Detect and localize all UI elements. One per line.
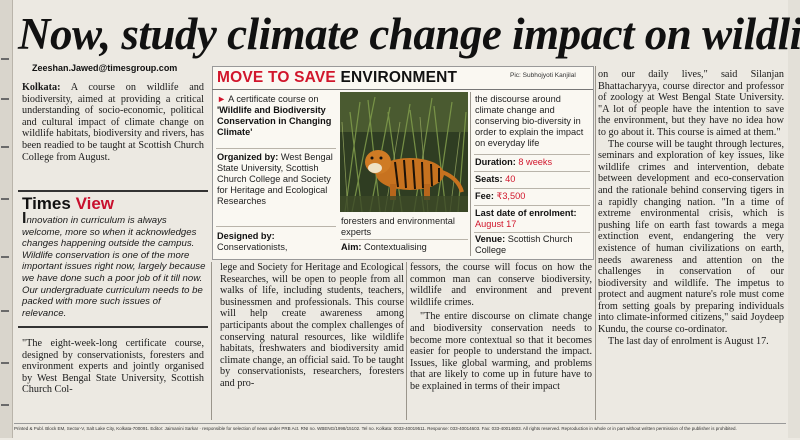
box-aim: Aim: Contextualising [341,242,427,252]
box-venue: Venue: Scottish Church College [475,234,573,255]
box-divider [474,205,590,206]
arrow-icon: ► [217,94,227,104]
box-aim-cont: the discourse around climate change and … [475,94,584,148]
box-divider [340,239,468,240]
box-divider [216,226,336,227]
photo-credit: Pic: Subhojyoti Kanjilal [510,72,576,79]
intro-text: A course on wildlife and biodiversity, a… [22,82,204,163]
dateline: Kolkata: [22,82,61,93]
right-page-edge [788,0,800,438]
column-rule [211,262,212,420]
box-organized-by: Organized by: West Bengal State Universi… [217,152,333,206]
times-view-title: Times View [22,194,114,213]
box-designed-cont: foresters and environmental experts [341,216,455,237]
box-fee: Fee: ₹3,500 [475,191,526,201]
column-rule [406,262,407,420]
box-title-rule [212,89,593,90]
article-column-3: fessors, the course will focus on how th… [410,262,592,392]
times-view-text: Innovation in curriculum is always welco… [22,210,206,319]
times-view-top-rule [18,190,208,192]
box-divider [216,148,336,149]
tiger-photo [340,92,468,212]
box-divider [474,232,590,233]
byline: Zeeshan.Jawed@timesgroup.com [32,63,178,73]
times-view-bottom-rule [18,326,208,328]
box-intro: ► A certificate course on 'Wildlife and … [217,94,332,137]
article-column-4: on our daily lives," said Silanjan Bhatt… [598,69,784,347]
headline: Now, study climate change impact on wild… [18,9,800,59]
box-title: MOVE TO SAVE ENVIRONMENT [217,69,458,86]
box-divider [474,154,590,155]
box-last-date: Last date of enrolment: August 17 [475,208,577,229]
article-column-2: lege and Society for Heritage and Ecolog… [220,262,404,389]
imprint-footer: Printed & Publ. Block EM, Sector-V, Salt… [14,423,786,440]
box-column-separator [470,92,471,256]
box-divider [474,171,590,172]
intro-paragraph: Kolkata: A course on wildlife and biodiv… [22,82,204,163]
left-page-edge [0,0,13,438]
dropcap: I [22,210,27,227]
col1-bottom-paragraph: "The eight-week-long certificate course,… [22,338,204,396]
box-seats: Seats: 40 [475,174,516,184]
box-divider [474,188,590,189]
column-rule [595,66,596,420]
box-duration: Duration: 8 weeks [475,157,553,167]
box-designed-by: Designed by: Conservationists, [217,231,288,252]
